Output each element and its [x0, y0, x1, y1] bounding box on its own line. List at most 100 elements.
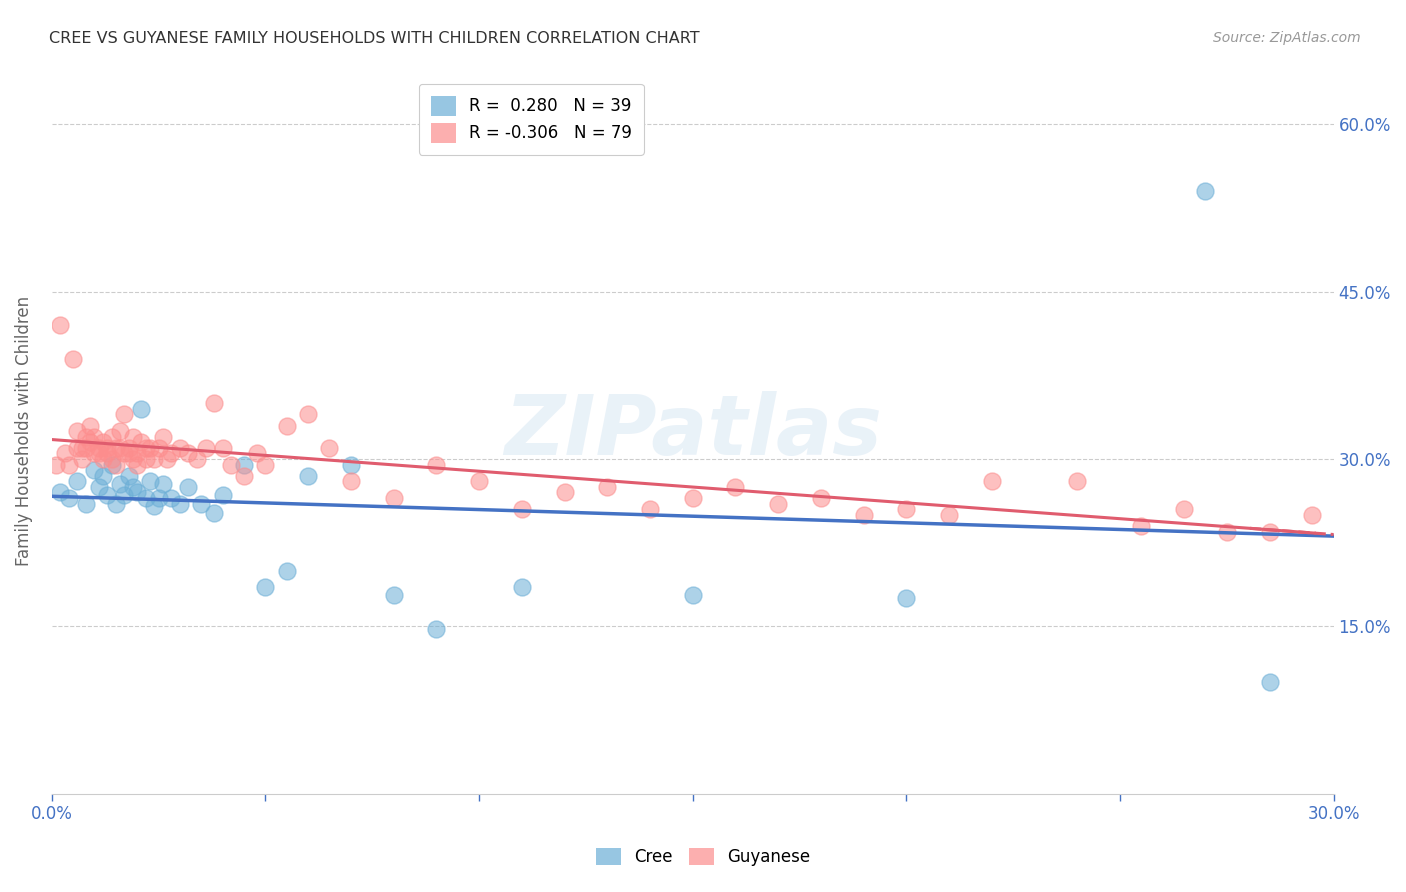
Point [127, 446, 149, 460]
Point [177, 446, 200, 460]
Point [45, 458, 67, 472]
Point [553, 485, 575, 500]
Point [254, 580, 277, 594]
Point [938, 508, 960, 522]
Point [169, 441, 191, 455]
Point [87, 441, 110, 455]
Point [66, 424, 89, 438]
Point [91, 452, 114, 467]
Point [382, 491, 405, 505]
Point [177, 480, 200, 494]
Point [143, 452, 166, 467]
Point [87, 446, 110, 460]
Point [152, 476, 174, 491]
Point [118, 468, 141, 483]
Point [112, 408, 135, 422]
Point [152, 430, 174, 444]
Point [297, 408, 319, 422]
Point [135, 491, 157, 505]
Point [318, 441, 340, 455]
Point [122, 430, 145, 444]
Point [382, 588, 405, 602]
Point [66, 441, 89, 455]
Point [131, 435, 153, 450]
Point [79, 418, 101, 433]
Point [724, 480, 747, 494]
Point [127, 485, 149, 500]
Point [91, 468, 114, 483]
Point [100, 458, 122, 472]
Point [340, 458, 363, 472]
Point [75, 430, 97, 444]
Point [276, 418, 298, 433]
Point [118, 446, 141, 460]
Point [682, 588, 704, 602]
Point [1066, 475, 1088, 489]
Point [1194, 184, 1216, 198]
Point [96, 441, 118, 455]
Point [1173, 502, 1195, 516]
Point [896, 502, 918, 516]
Point [100, 430, 122, 444]
Point [108, 476, 131, 491]
Point [425, 458, 447, 472]
Point [96, 488, 118, 502]
Point [297, 468, 319, 483]
Point [202, 506, 225, 520]
Point [766, 497, 789, 511]
Point [83, 463, 105, 477]
Point [148, 441, 170, 455]
Point [233, 468, 256, 483]
Point [1258, 675, 1281, 690]
Point [104, 441, 127, 455]
Point [127, 458, 149, 472]
Point [100, 452, 122, 467]
Point [118, 441, 141, 455]
Point [139, 475, 162, 489]
Point [638, 502, 661, 516]
Point [219, 458, 242, 472]
Point [190, 497, 212, 511]
Point [340, 475, 363, 489]
Point [75, 441, 97, 455]
Point [148, 491, 170, 505]
Point [211, 441, 233, 455]
Point [682, 491, 704, 505]
Point [122, 480, 145, 494]
Point [104, 497, 127, 511]
Point [79, 435, 101, 450]
Point [112, 488, 135, 502]
Point [49, 318, 72, 332]
Point [131, 401, 153, 416]
Point [246, 446, 269, 460]
Point [91, 435, 114, 450]
Point [160, 491, 183, 505]
Point [143, 499, 166, 513]
Point [896, 591, 918, 606]
Text: CREE VS GUYANESE FAMILY HOUSEHOLDS WITH CHILDREN CORRELATION CHART: CREE VS GUYANESE FAMILY HOUSEHOLDS WITH … [49, 31, 700, 46]
Point [596, 480, 619, 494]
Point [169, 497, 191, 511]
Point [852, 508, 875, 522]
Point [1258, 524, 1281, 539]
Point [58, 491, 80, 505]
Point [202, 396, 225, 410]
Point [186, 452, 208, 467]
Point [96, 446, 118, 460]
Point [1216, 524, 1239, 539]
Point [980, 475, 1002, 489]
Point [75, 497, 97, 511]
Point [62, 351, 84, 366]
Point [510, 502, 533, 516]
Text: Source: ZipAtlas.com: Source: ZipAtlas.com [1213, 31, 1361, 45]
Point [468, 475, 491, 489]
Point [135, 452, 157, 467]
Point [156, 452, 179, 467]
Legend: R =  0.280   N = 39, R = -0.306   N = 79: R = 0.280 N = 39, R = -0.306 N = 79 [419, 84, 644, 155]
Point [194, 441, 217, 455]
Point [1130, 519, 1153, 533]
Point [70, 441, 93, 455]
Point [276, 564, 298, 578]
Point [49, 485, 72, 500]
Point [108, 441, 131, 455]
